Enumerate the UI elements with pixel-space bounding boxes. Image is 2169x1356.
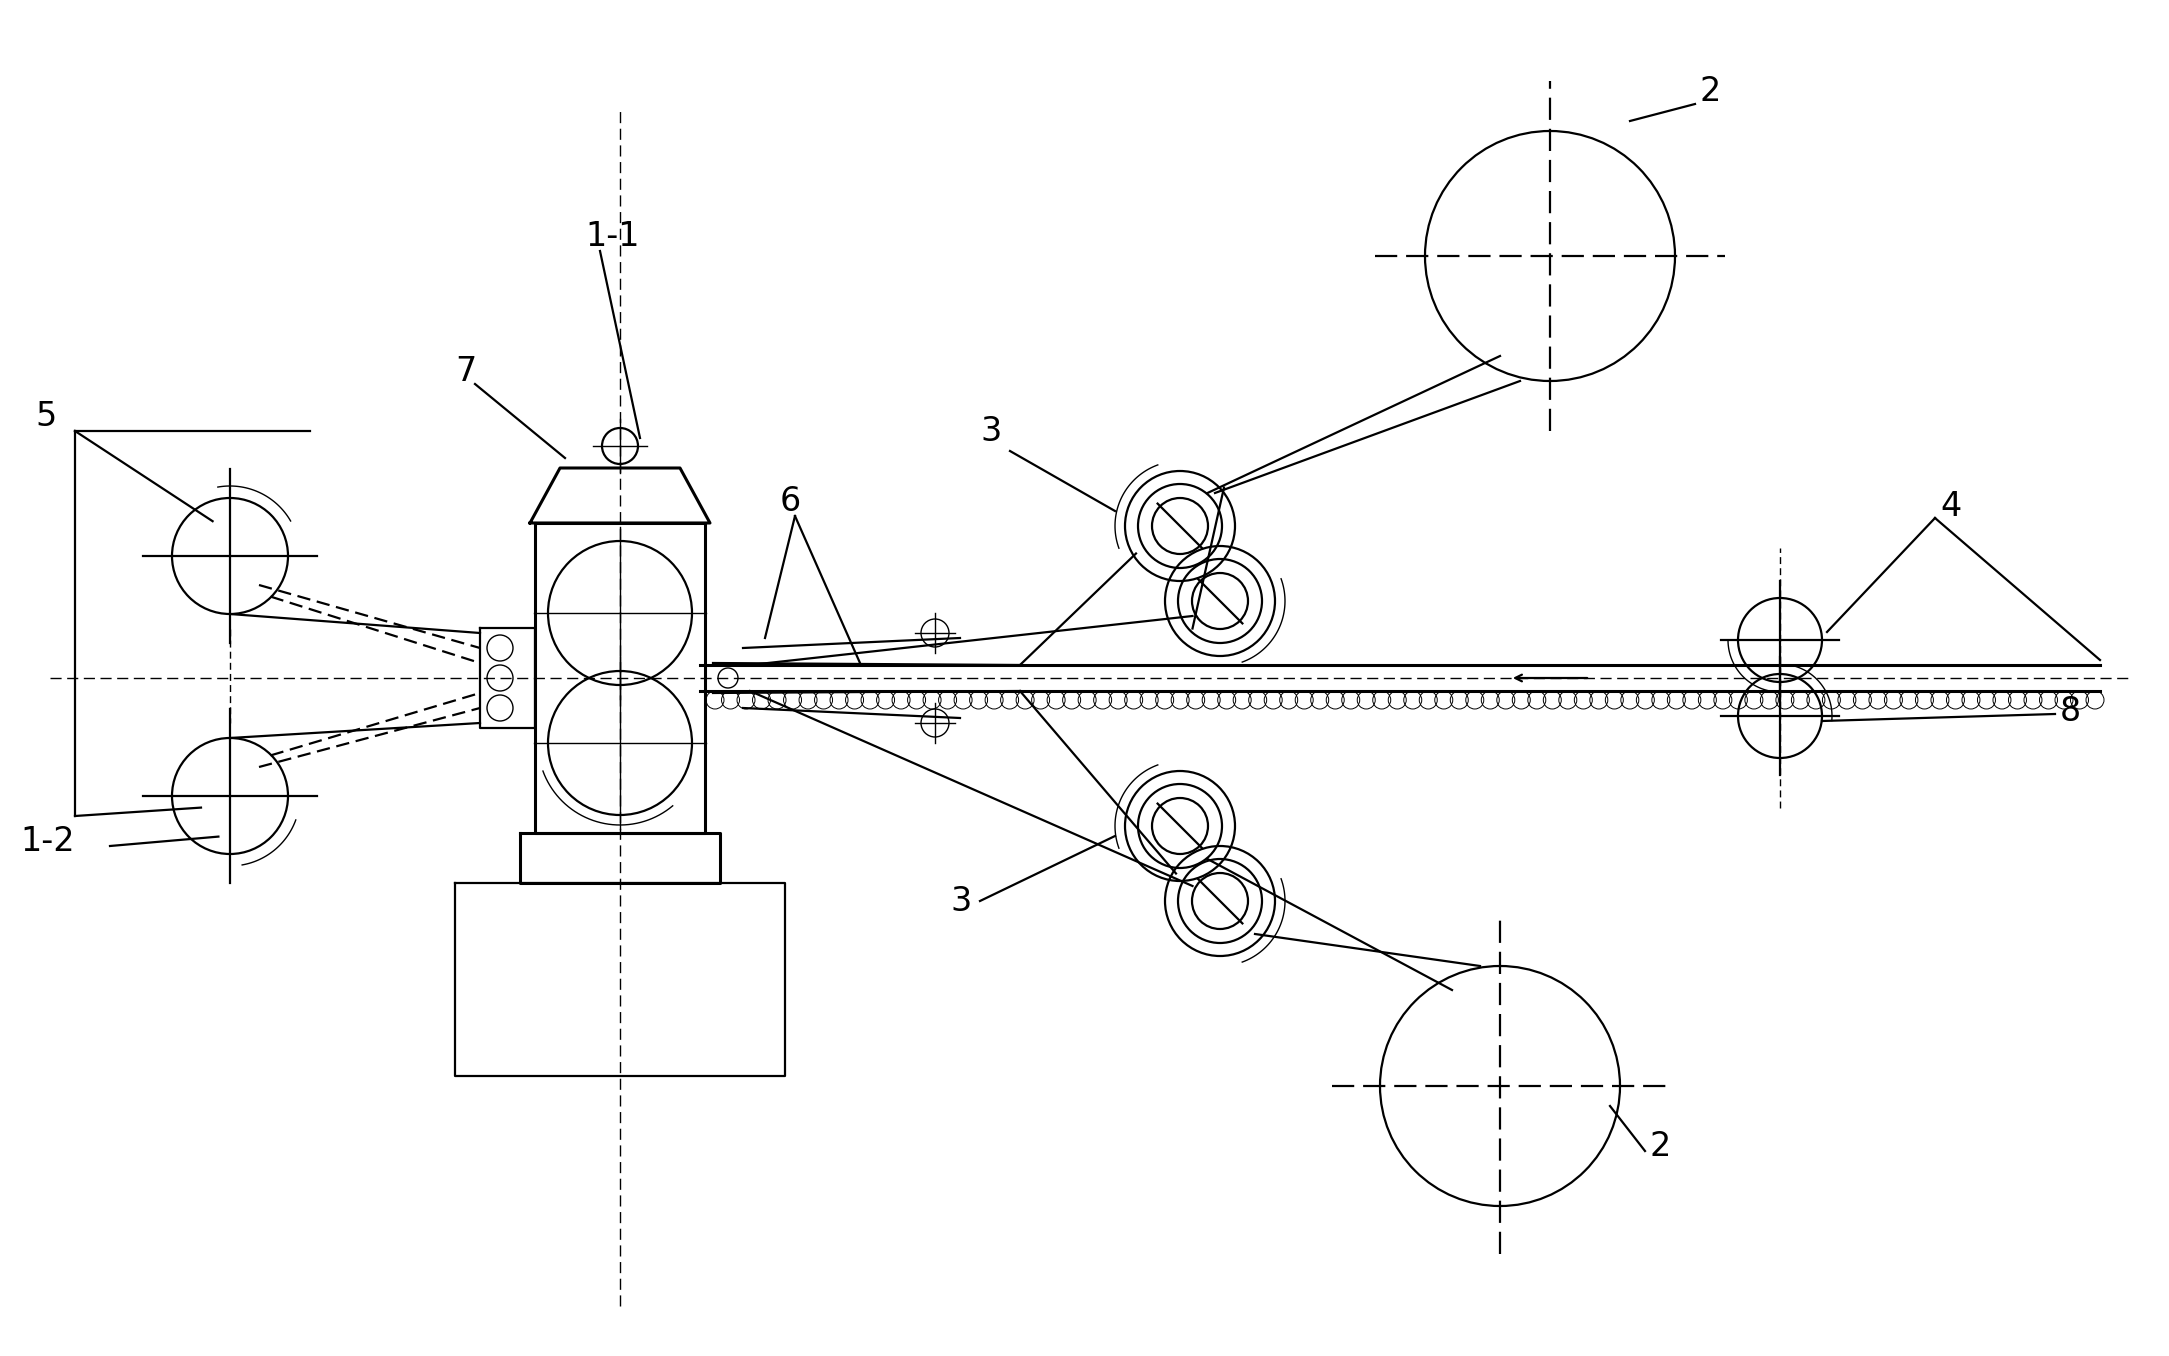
Text: 2: 2 xyxy=(1651,1130,1672,1163)
Text: 2: 2 xyxy=(1700,75,1722,108)
Text: 4: 4 xyxy=(1939,490,1961,523)
Text: 8: 8 xyxy=(2061,696,2080,728)
Text: 1-1: 1-1 xyxy=(586,220,640,254)
Text: 7: 7 xyxy=(455,355,477,388)
Text: 1-2: 1-2 xyxy=(20,824,74,858)
Text: 3: 3 xyxy=(980,415,1002,447)
Text: 5: 5 xyxy=(35,400,56,433)
Text: 3: 3 xyxy=(950,885,972,918)
Text: 6: 6 xyxy=(781,485,800,518)
